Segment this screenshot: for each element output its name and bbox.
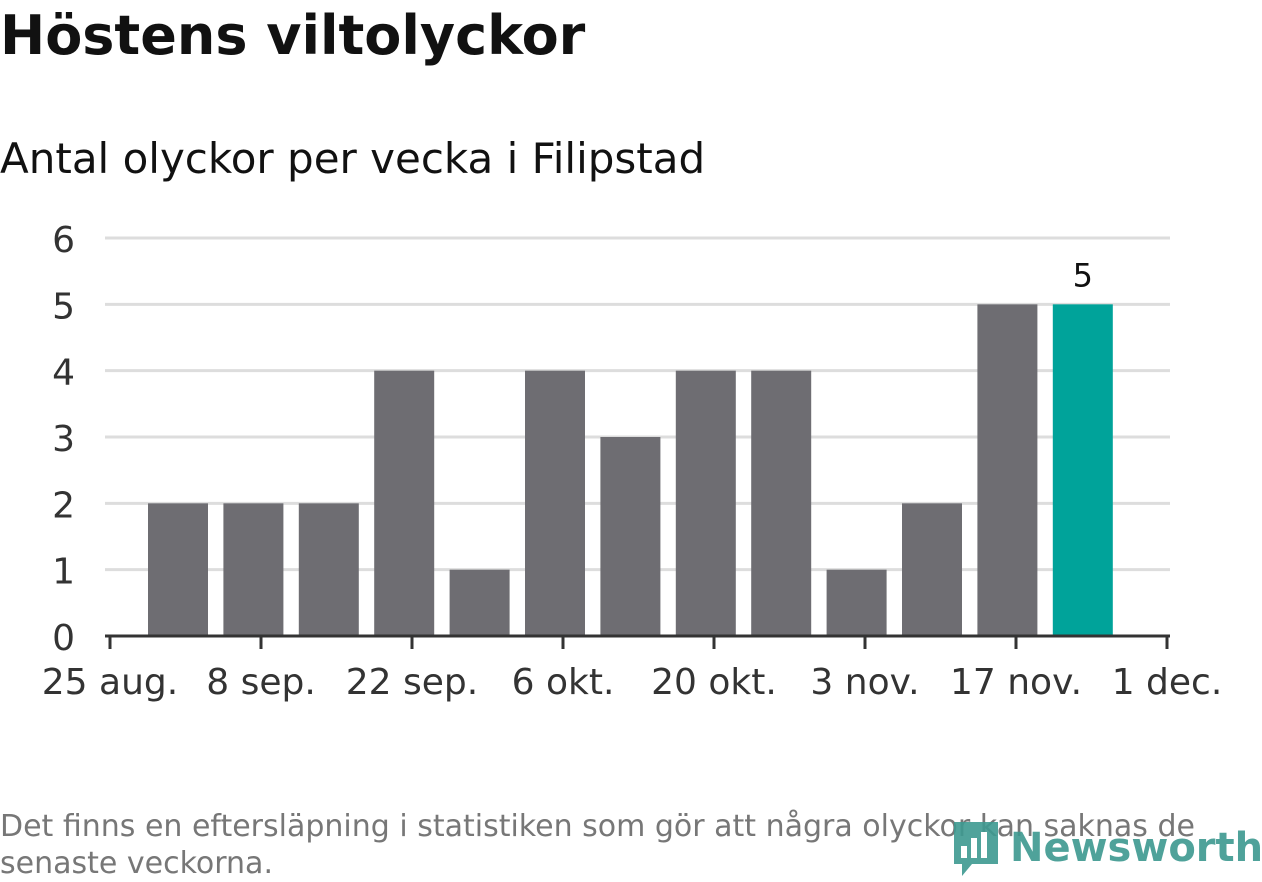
x-tick-label: 8 sep. [206,662,316,703]
bar [148,503,208,636]
bar [449,569,510,636]
bar [223,503,284,636]
x-tick-label: 20 okt. [651,662,777,703]
bar [977,304,1038,636]
bar [600,437,661,636]
data-label: 5 [1073,256,1093,294]
chart-title: Höstens viltolyckor [0,4,586,67]
bar [751,370,812,636]
x-tick-label: 17 nov. [950,662,1082,703]
x-tick-label: 6 okt. [512,662,615,703]
bar [902,503,962,636]
y-tick-label: 5 [52,286,75,327]
bar [1052,304,1113,636]
y-tick-label: 6 [52,220,75,261]
x-tick-label: 1 dec. [1112,662,1223,703]
x-tick-label: 22 sep. [346,662,478,703]
x-tick-label: 3 nov. [810,662,919,703]
chart-subtitle: Antal olyckor per vecka i Filipstad [0,134,706,183]
bar [374,370,435,636]
logo-text: Newsworthy [1010,825,1262,871]
y-tick-label: 2 [52,485,75,526]
y-tick-label: 4 [52,353,75,394]
bar [826,569,887,636]
x-tick-label: 25 aug. [42,662,178,703]
y-tick-label: 0 [52,618,75,659]
bar [675,370,736,636]
newsworthy-logo: Newsworthy [952,818,1262,878]
bar [525,370,585,636]
bar [298,503,359,636]
bar-chart-icon [954,822,998,876]
y-tick-label: 1 [52,552,75,593]
y-tick-label: 3 [52,419,75,460]
